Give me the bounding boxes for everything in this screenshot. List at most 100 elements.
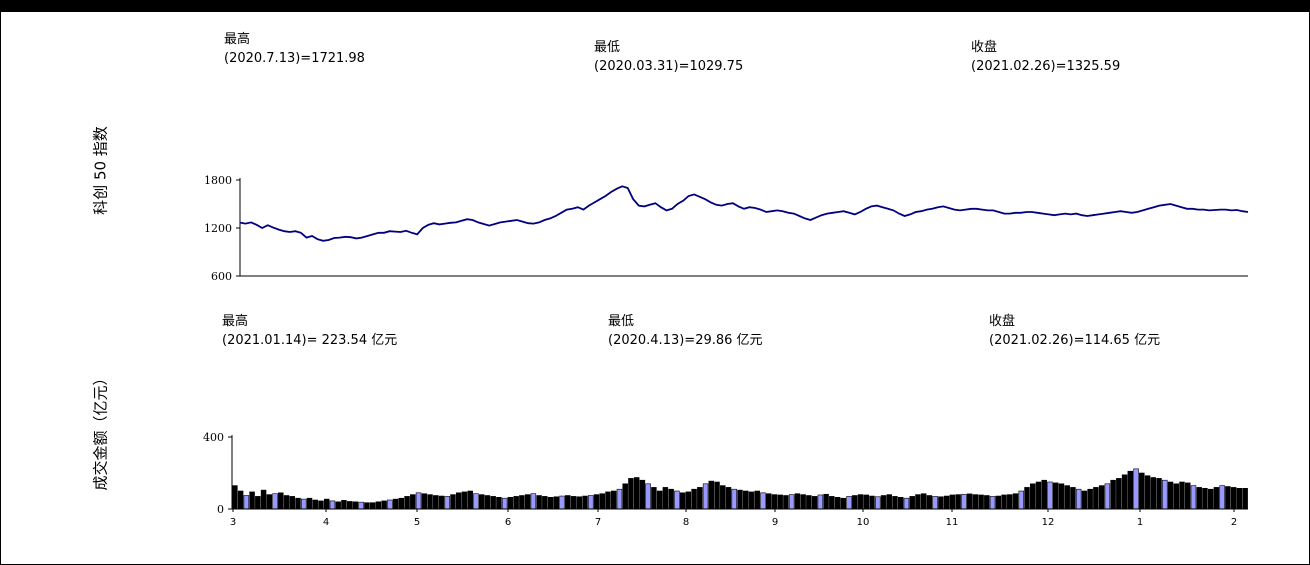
turnover-bar — [771, 494, 778, 510]
turnover-bar — [610, 490, 617, 510]
turnover-bar — [415, 492, 422, 510]
turnover-bar — [628, 478, 634, 510]
index-line-chart: 1800 1200 600 — [204, 174, 1249, 283]
top-close-title: 收盘 — [971, 40, 998, 55]
turnover-bar — [455, 492, 462, 510]
turnover-bar — [232, 485, 238, 510]
turnover-bar — [1173, 483, 1179, 510]
turnover-bar — [995, 495, 1002, 510]
top-high-annotation: 最高 (2020.7.13)=1721.98 — [224, 30, 365, 68]
turnover-bar — [249, 491, 255, 510]
turnover-bar — [1087, 488, 1093, 510]
x-tick-label: 12 — [1042, 517, 1055, 528]
top-low-title: 最低 — [594, 40, 621, 55]
bottom-y-tick-label: 0 — [217, 503, 224, 516]
turnover-bar — [530, 493, 537, 510]
turnover-bar — [760, 492, 766, 510]
turnover-bar — [777, 494, 783, 510]
turnover-bar — [616, 488, 623, 510]
top-high-text: (2020.7.13)=1721.98 — [224, 51, 365, 66]
turnover-bar — [559, 495, 565, 510]
turnover-bar — [1139, 472, 1145, 510]
turnover-bar — [949, 494, 956, 510]
turnover-bar — [938, 496, 944, 510]
turnover-bar — [961, 493, 967, 510]
turnover-bar — [289, 496, 296, 510]
turnover-bar — [1242, 487, 1248, 510]
turnover-bar — [863, 494, 870, 510]
turnover-bar — [1144, 475, 1151, 510]
turnover-bar — [674, 490, 680, 510]
turnover-bar — [731, 488, 738, 510]
turnover-bar — [1070, 487, 1076, 510]
turnover-bar — [697, 487, 703, 510]
turnover-bar — [593, 494, 600, 510]
turnover-bar — [720, 485, 726, 510]
turnover-bar — [829, 496, 835, 510]
turnover-bar — [387, 499, 393, 510]
turnover-bar — [915, 494, 921, 510]
turnover-bar — [433, 495, 439, 510]
turnover-bar — [754, 490, 760, 510]
turnover-bar — [318, 500, 324, 510]
turnover-bar — [295, 497, 301, 510]
turnover-bar — [312, 499, 318, 510]
turnover-bar — [811, 496, 818, 510]
turnover-bar — [473, 493, 479, 510]
turnover-bar — [576, 496, 583, 510]
turnover-bar — [1133, 468, 1139, 510]
turnover-bar — [633, 477, 640, 510]
turnover-bar — [1162, 479, 1168, 510]
x-tick-label: 7 — [595, 517, 601, 528]
top-low-text: (2020.03.31)=1029.75 — [594, 59, 744, 74]
turnover-bar — [484, 495, 491, 510]
turnover-bar — [1207, 488, 1214, 510]
turnover-bar — [892, 496, 898, 510]
turnover-bar — [794, 493, 801, 510]
turnover-bar — [817, 494, 824, 510]
turnover-bar — [547, 496, 554, 510]
turnover-bar — [880, 495, 887, 510]
turnover-bar — [427, 494, 433, 510]
turnover-bar — [656, 490, 663, 510]
turnover-bar — [570, 496, 577, 510]
turnover-bar — [1196, 487, 1202, 510]
turnover-bar — [237, 490, 244, 510]
turnover-bar — [903, 497, 910, 510]
turnover-bar — [714, 481, 720, 510]
turnover-bar — [685, 491, 692, 510]
turnover-bar — [381, 500, 387, 510]
bottom-high-annotation: 最高 (2021.01.14)= 223.54 亿元 — [222, 312, 397, 350]
turnover-bar — [897, 496, 904, 510]
x-tick-label: 9 — [772, 517, 778, 528]
turnover-bar — [519, 495, 525, 510]
x-tick-label: 4 — [323, 517, 329, 528]
turnover-bar — [461, 491, 468, 510]
turnover-bar — [668, 488, 674, 510]
turnover-bar — [1035, 481, 1042, 510]
turnover-bar — [1058, 483, 1065, 510]
turnover-bar — [1116, 478, 1122, 510]
turnover-bar — [301, 498, 307, 510]
turnover-bar — [1219, 485, 1225, 510]
x-tick-label: 2 — [1231, 517, 1237, 528]
turnover-bar — [306, 497, 313, 510]
x-tick-label: 1 — [1137, 517, 1143, 528]
top-y-tick-label: 1200 — [204, 222, 232, 235]
turnover-bar — [398, 497, 405, 510]
turnover-bar — [421, 493, 428, 510]
turnover-bar — [966, 493, 973, 510]
top-high-title: 最高 — [224, 32, 251, 47]
turnover-bar — [909, 496, 915, 510]
turnover-bar — [346, 501, 353, 510]
turnover-bar — [978, 494, 984, 510]
turnover-bar — [1179, 481, 1185, 510]
turnover-bar — [639, 479, 646, 510]
turnover-bar — [823, 493, 829, 510]
turnover-bar — [708, 480, 715, 510]
turnover-bar — [450, 494, 456, 510]
bottom-close-text: (2021.02.26)=114.65 亿元 — [989, 333, 1161, 348]
turnover-bar — [341, 500, 347, 510]
